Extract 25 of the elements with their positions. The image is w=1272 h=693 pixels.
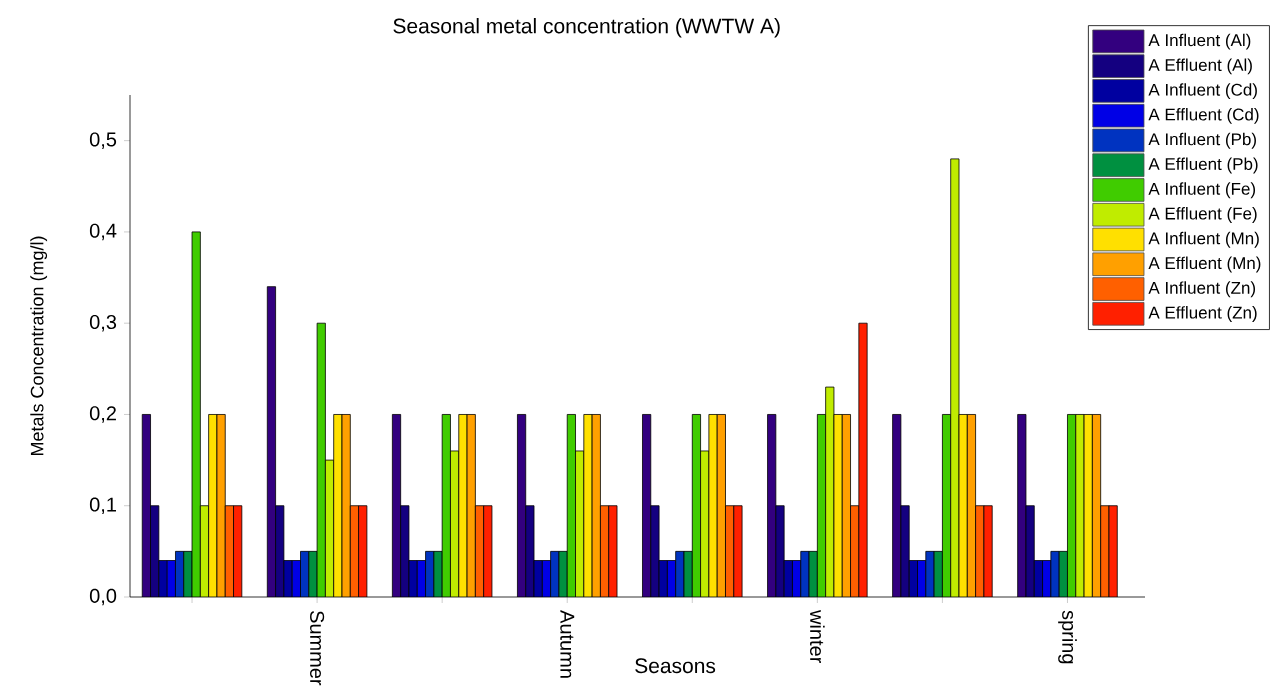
legend-label: A Influent (Zn) [1148,281,1256,298]
y-tick-label: 0,0 [89,588,117,606]
chart-title: Seasonal metal concentration (WWTW A) [393,18,780,38]
legend-label: A Influent (Fe) [1148,182,1256,199]
legend-label: A Effluent (Mn) [1148,256,1261,273]
x-tick-label: Autumn [560,610,575,678]
y-axis-title: Metals Concentration (mg/l) [30,236,48,456]
y-tick-label: 0,5 [89,132,117,149]
y-tick-label: 0,2 [89,406,116,423]
legend-label: A Influent (Cd) [1148,83,1257,100]
legend-label: A Influent (Pb) [1148,132,1256,149]
legend-label: A Influent (Mn) [1148,231,1259,248]
y-tick-label: 0,1 [89,497,116,514]
x-tick-label: winter [810,610,825,664]
y-tick-label: 0,4 [89,223,117,241]
legend-label: A Effluent (Pb) [1148,157,1258,174]
legend-label: A Effluent (Cd) [1148,108,1259,124]
x-axis-title: Seasons [635,658,716,674]
legend-label: A Effluent (Zn) [1148,306,1257,322]
legend-label: A Effluent (Fe) [1148,207,1257,223]
y-tick-label: 0,3 [89,314,117,332]
x-tick-label: Summer [310,610,325,686]
legend-label: A Effluent (Al) [1148,58,1252,75]
x-tick-label: spring [1058,610,1077,664]
legend-label: A Influent (Al) [1148,33,1251,50]
